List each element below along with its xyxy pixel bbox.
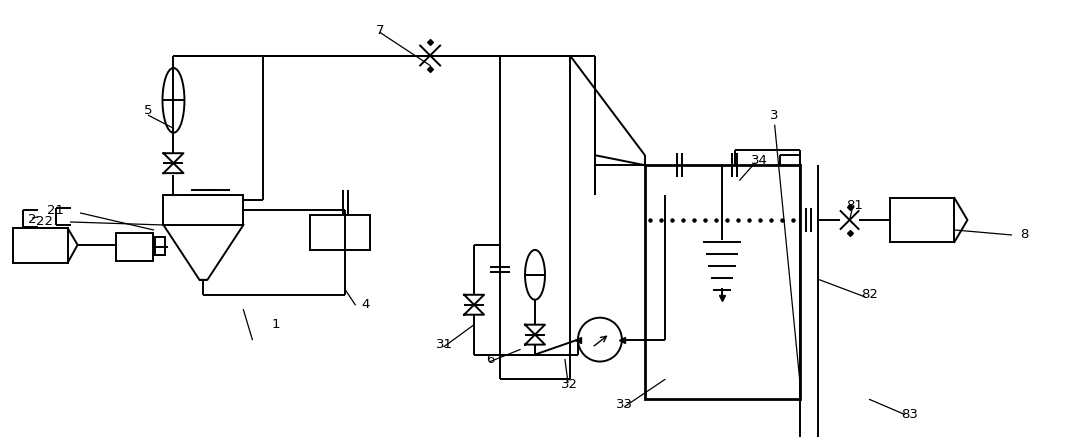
Bar (156, 237, 166, 255)
Text: 1: 1 (271, 318, 280, 331)
Bar (645, 165, 800, 399)
Text: 22: 22 (37, 215, 53, 229)
Text: 8: 8 (1020, 229, 1029, 241)
Text: 21: 21 (47, 204, 64, 216)
Text: 33: 33 (616, 398, 633, 411)
Text: 83: 83 (901, 408, 918, 421)
Text: 3: 3 (771, 109, 779, 122)
Bar (311, 215, 370, 250)
Bar (889, 198, 955, 242)
Text: 34: 34 (751, 154, 769, 167)
Bar (163, 195, 243, 225)
Bar (115, 233, 154, 261)
Text: 31: 31 (435, 338, 453, 351)
Text: 32: 32 (561, 378, 578, 391)
Circle shape (578, 318, 622, 361)
Ellipse shape (162, 68, 185, 133)
Text: 6: 6 (486, 353, 495, 366)
Text: 7: 7 (376, 24, 385, 37)
Bar (13, 228, 68, 263)
Text: 81: 81 (846, 198, 863, 212)
Text: 82: 82 (861, 288, 878, 301)
Ellipse shape (525, 250, 545, 300)
Text: 2: 2 (28, 213, 37, 226)
Text: 4: 4 (361, 298, 370, 311)
Text: 5: 5 (144, 104, 153, 117)
